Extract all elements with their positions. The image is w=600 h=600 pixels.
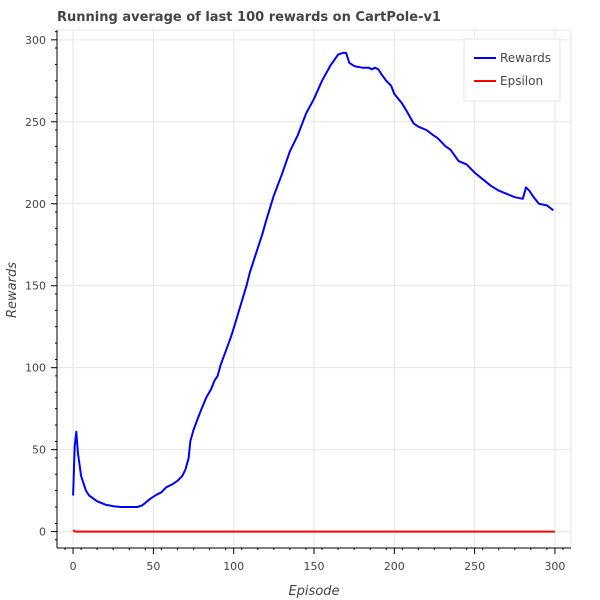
x-tick-label: 150	[304, 560, 325, 573]
series-layer	[72, 51, 555, 533]
legend-box	[463, 38, 561, 102]
y-axis-title: Rewards	[5, 262, 20, 318]
y-tick-label: 250	[25, 116, 46, 129]
legend-label-epsilon: Epsilon	[500, 74, 543, 88]
y-tick-label: 50	[32, 444, 46, 457]
x-tick-label: 100	[223, 560, 244, 573]
series-line-rewards	[72, 51, 554, 508]
y-tick-label: 150	[25, 280, 46, 293]
y-tick-label: 200	[25, 198, 46, 211]
x-tick-label: 50	[146, 560, 160, 573]
legend: Rewards Epsilon	[463, 38, 561, 102]
x-tick-label: 250	[464, 560, 485, 573]
x-tick-label: 200	[384, 560, 405, 573]
x-tick-label: 300	[544, 560, 565, 573]
y-tick-label: 100	[25, 362, 46, 375]
series-line-epsilon	[72, 529, 555, 533]
legend-label-rewards: Rewards	[500, 51, 551, 65]
chart-title: Running average of last 100 rewards on C…	[57, 10, 441, 25]
y-tick-label: 0	[39, 526, 46, 539]
x-tick-label: 0	[70, 560, 77, 573]
x-axis-title: Episode	[288, 584, 339, 599]
y-tick-label: 300	[25, 34, 46, 47]
grid	[57, 30, 571, 548]
axes: 0 50 100 150 200 250 300 0 50 100 150 200 250 300	[25, 30, 571, 573]
